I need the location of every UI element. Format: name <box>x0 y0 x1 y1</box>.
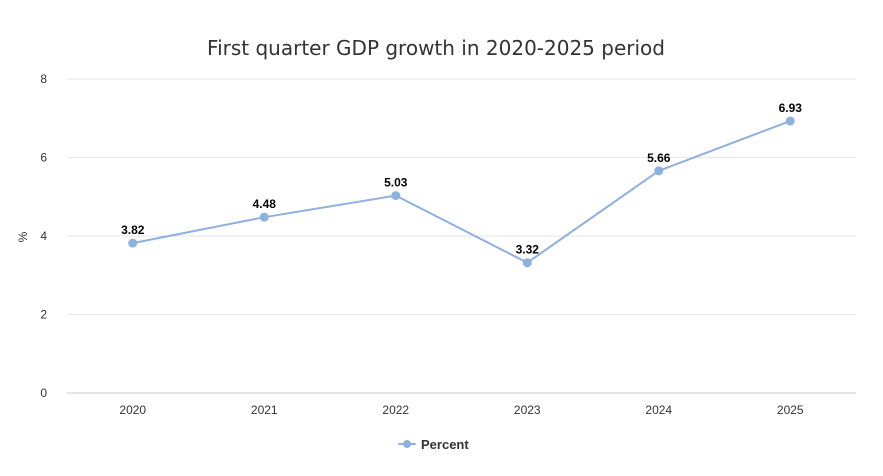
y-tick-label: 4 <box>40 229 47 243</box>
data-point[interactable] <box>391 191 401 201</box>
data-point[interactable] <box>785 116 795 126</box>
data-label: 6.93 <box>779 101 803 115</box>
x-tick-label: 2021 <box>251 403 278 417</box>
data-point[interactable] <box>522 258 532 268</box>
data-points <box>128 116 795 268</box>
y-tick-label: 2 <box>40 308 47 322</box>
legend[interactable]: Percent <box>398 437 469 452</box>
x-tick-label: 2022 <box>382 403 409 417</box>
y-axis-label: % <box>16 231 30 242</box>
data-label: 4.48 <box>253 197 277 211</box>
data-label: 3.82 <box>121 223 145 237</box>
data-label: 3.32 <box>516 243 540 257</box>
gridlines <box>67 78 856 394</box>
x-tick-label: 2025 <box>777 403 804 417</box>
data-label: 5.66 <box>647 151 671 165</box>
chart-title: First quarter GDP growth in 2020-2025 pe… <box>207 36 665 60</box>
data-point[interactable] <box>654 166 664 176</box>
y-axis-ticks: 0 2 4 6 8 <box>40 72 47 400</box>
data-labels: 3.82 4.48 5.03 3.32 5.66 6.93 <box>121 101 802 257</box>
y-tick-label: 8 <box>40 72 47 86</box>
data-point[interactable] <box>259 212 269 222</box>
y-tick-label: 6 <box>40 151 47 165</box>
data-label: 5.03 <box>384 176 408 190</box>
x-tick-label: 2024 <box>645 403 672 417</box>
legend-label-percent: Percent <box>421 437 469 452</box>
series-line <box>131 120 792 264</box>
legend-marker-icon <box>403 440 411 448</box>
x-tick-label: 2023 <box>514 403 541 417</box>
x-axis-ticks: 2020 2021 2022 2023 2024 2025 <box>119 403 804 417</box>
y-tick-label: 0 <box>40 386 47 400</box>
data-point[interactable] <box>128 238 138 248</box>
x-tick-label: 2020 <box>119 403 146 417</box>
series-percent <box>131 120 792 264</box>
